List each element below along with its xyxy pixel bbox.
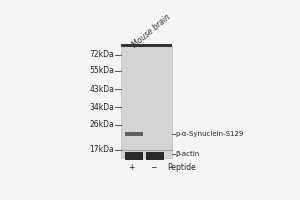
Bar — [121, 46, 172, 158]
Text: +: + — [128, 163, 135, 172]
Bar — [125, 132, 143, 136]
Text: −: − — [151, 163, 157, 172]
Text: 43kDa: 43kDa — [89, 85, 114, 94]
Text: Mouse brain: Mouse brain — [130, 12, 172, 49]
Text: 72kDa: 72kDa — [89, 50, 114, 59]
Text: 34kDa: 34kDa — [89, 103, 114, 112]
Bar — [125, 152, 143, 160]
Text: p-α-Synuclein-S129: p-α-Synuclein-S129 — [176, 131, 244, 137]
Bar — [146, 152, 164, 160]
Text: β-actin: β-actin — [176, 151, 200, 157]
Text: 55kDa: 55kDa — [89, 66, 114, 75]
Text: 26kDa: 26kDa — [89, 120, 114, 129]
Text: 17kDa: 17kDa — [89, 145, 114, 154]
Text: Peptide: Peptide — [168, 163, 196, 172]
Bar — [121, 44, 172, 47]
